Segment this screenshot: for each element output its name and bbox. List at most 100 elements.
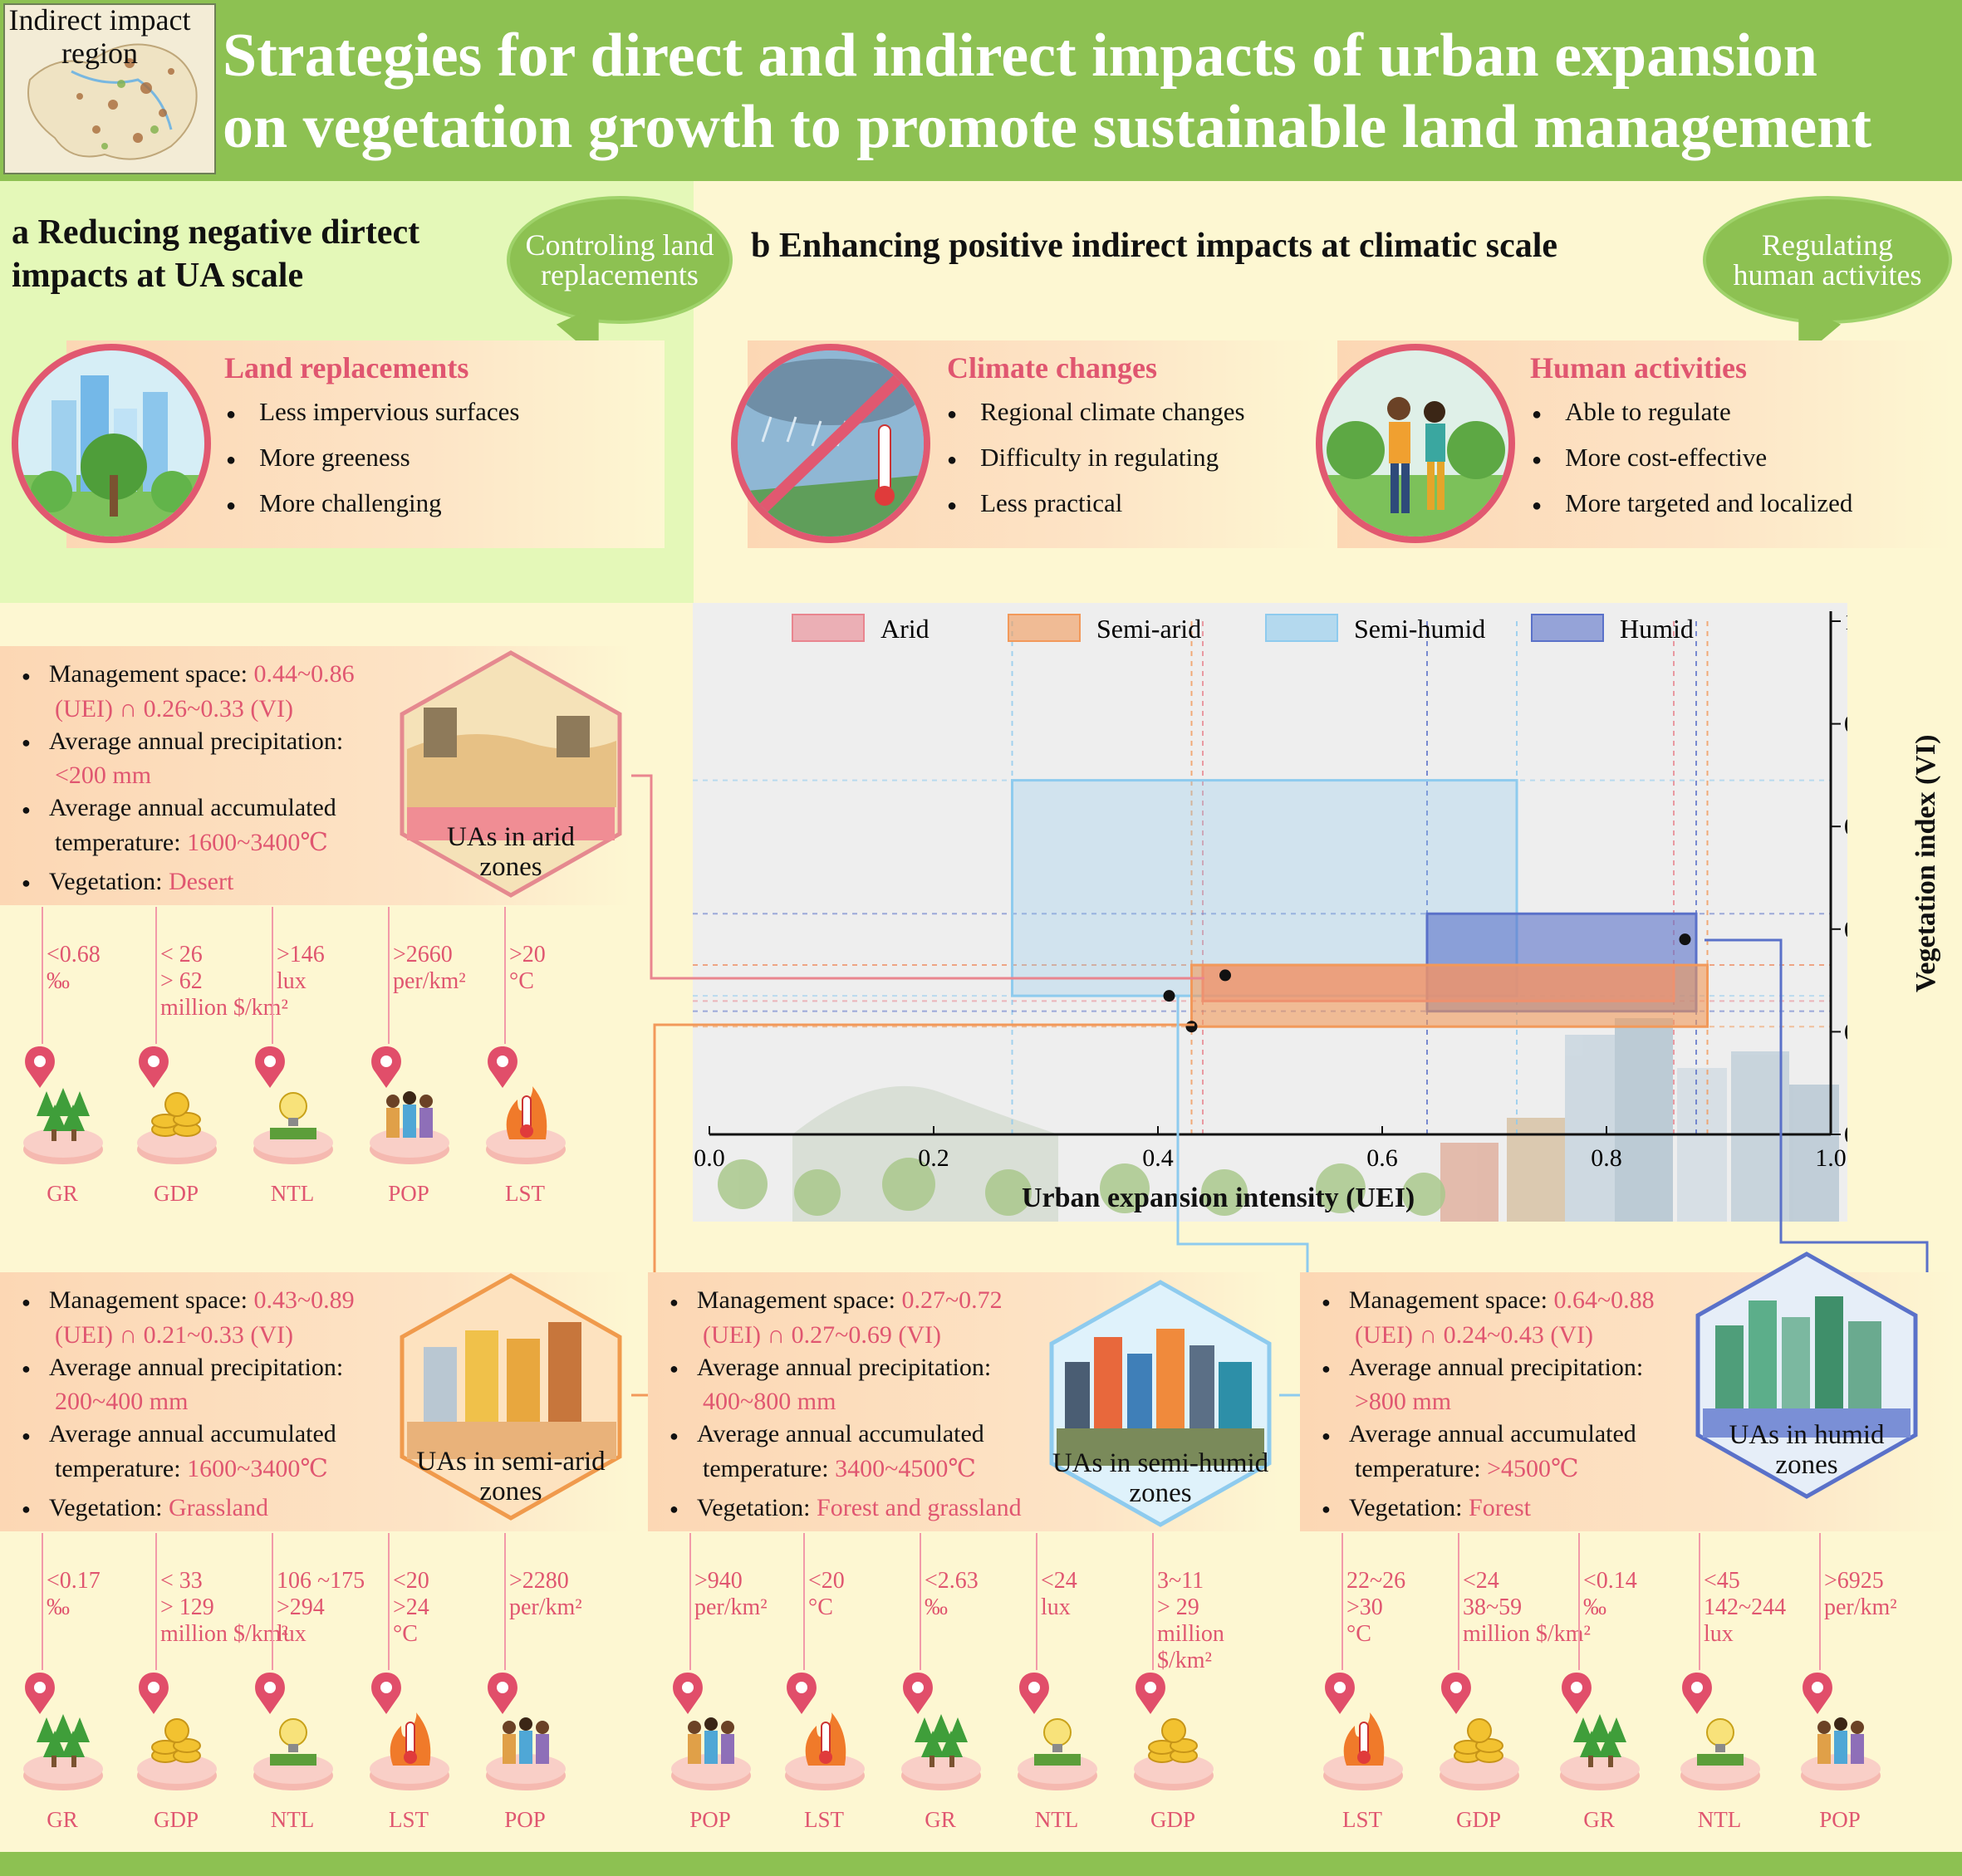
veg-label: Vegetation:	[48, 867, 169, 895]
indicator-name: LST	[803, 1807, 844, 1832]
bullet-item: Less impervious surfaces	[226, 390, 519, 436]
veg-value: Desert	[169, 867, 234, 895]
lst-pin-icon	[777, 1666, 868, 1799]
indicator-threshold: < 26 > 62 million $/km²	[160, 942, 288, 1021]
bullet-item: More targeted and localized	[1532, 482, 1852, 527]
ntl-pin-icon	[1009, 1666, 1101, 1799]
indicator-name: POP	[689, 1807, 731, 1832]
indicator-threshold: < 33 > 129 million $/km²	[160, 1568, 288, 1647]
indicator-name: GR	[47, 1807, 78, 1832]
temp-label2: temperature:	[55, 828, 188, 856]
indicator-name: LST	[1342, 1807, 1382, 1832]
indicator-name: GR	[47, 1181, 78, 1206]
mgmt-mid: (UEI) ∩	[55, 694, 144, 722]
legend-swatch	[1265, 614, 1338, 642]
indicator-name: NTL	[1034, 1807, 1079, 1832]
veg-value: Forest and grassland	[817, 1493, 1022, 1521]
legend-swatch	[792, 614, 865, 642]
temp-label: Average annual accumulated	[1348, 1420, 1636, 1448]
pop-pin-icon	[478, 1666, 569, 1799]
indicator-stem	[504, 1533, 506, 1670]
indicator-stem	[155, 907, 157, 1044]
pop-pin-icon	[1793, 1666, 1884, 1799]
gr-pin-icon	[15, 1040, 106, 1173]
veg-value: Grassland	[169, 1493, 268, 1521]
semi-arid-zone-label: UAs in semi-arid zones	[416, 1447, 606, 1506]
china-map-thumbnail	[3, 3, 216, 174]
gdp-pin-icon	[129, 1666, 220, 1799]
climate-changes-title: Climate changes	[947, 351, 1157, 385]
land-replacements-list: Less impervious surfaces More greeness M…	[226, 390, 519, 527]
indicator-stem	[689, 1533, 691, 1670]
semi-humid-zone-hexagon	[1048, 1279, 1273, 1528]
indicator-stem	[1458, 1533, 1459, 1670]
bullet-item: Less practical	[947, 482, 1245, 527]
indicator-threshold: 22~26 >30 °C	[1346, 1568, 1406, 1647]
indicator-stem	[1152, 1533, 1154, 1670]
veg-label: Vegetation:	[696, 1493, 817, 1521]
indicator-name: GDP	[1455, 1807, 1501, 1832]
x-axis-label: Urban expansion intensity (UEI)	[1022, 1183, 1415, 1213]
gr-pin-icon	[893, 1666, 984, 1799]
x-tick-label: 0.0	[694, 1144, 725, 1172]
indicator-name: GDP	[153, 1181, 199, 1206]
header-banner	[0, 0, 1962, 181]
land-replacements-title: Land replacements	[224, 351, 469, 385]
indicator-stem	[272, 907, 273, 1044]
range-rect-semi-arid	[1190, 963, 1709, 1028]
mgmt-label: Management space:	[696, 1286, 902, 1314]
mgmt-vi: 0.24~0.43 (VI)	[1443, 1320, 1594, 1349]
indicator-stem	[504, 907, 506, 1044]
indicator-threshold: 106 ~175 >294 lux	[277, 1568, 365, 1647]
legend-swatch	[1531, 614, 1604, 642]
humid-zone-label: UAs in humid zones	[1729, 1420, 1885, 1480]
temp-label: Average annual accumulated	[48, 794, 336, 822]
indicator-name: LST	[388, 1807, 429, 1832]
bullet-item: More greeness	[226, 436, 519, 482]
anchor-dot	[1679, 933, 1691, 946]
mgmt-mid: (UEI) ∩	[55, 1320, 144, 1349]
temp-label: Average annual accumulated	[48, 1420, 336, 1448]
indicator-name: GDP	[1150, 1807, 1195, 1832]
temp-value: 1600~3400℃	[187, 828, 328, 856]
indicator-threshold: <20 °C	[808, 1568, 845, 1620]
human-activities-list: Able to regulate More cost-effective Mor…	[1532, 390, 1852, 527]
x-tick-label: 1.0	[1815, 1144, 1847, 1172]
semi-humid-zone-label: UAs in semi-humid zones	[1052, 1448, 1269, 1508]
indicator-name: GR	[1583, 1807, 1615, 1832]
mgmt-vi: 0.26~0.33 (VI)	[143, 694, 294, 722]
indicator-threshold: <24 38~59 million $/km²	[1463, 1568, 1591, 1647]
indicator-stem	[388, 1533, 390, 1670]
precip-value: 200~400 mm	[55, 1388, 189, 1416]
temp-value: >4500℃	[1487, 1454, 1579, 1482]
human-activities-title: Human activities	[1530, 351, 1747, 385]
footer-bar	[0, 1852, 1962, 1876]
indicator-name: GDP	[153, 1807, 199, 1832]
indicator-threshold: <24 lux	[1041, 1568, 1077, 1620]
indicator-threshold: >20 °C	[509, 942, 546, 994]
legend-label: Humid	[1620, 614, 1694, 644]
mgmt-uei: 0.64~0.88	[1553, 1286, 1655, 1314]
mgmt-label: Management space:	[48, 660, 254, 688]
climate-changes-list: Regional climate changes Difficulty in r…	[947, 390, 1245, 527]
management-space-chart: 0.00.20.40.60.81.00.00.20.40.60.81.0Arid…	[693, 603, 1876, 1222]
indicator-name: LST	[504, 1181, 545, 1206]
ntl-pin-icon	[245, 1040, 336, 1173]
indicator-threshold: <2.63 ‰	[925, 1568, 979, 1620]
mgmt-uei: 0.27~0.72	[901, 1286, 1003, 1314]
indicator-stem	[42, 1533, 43, 1670]
bullet-item: Difficulty in regulating	[947, 436, 1245, 482]
arid-connector	[625, 774, 1204, 980]
indicator-threshold: <45 142~244 lux	[1704, 1568, 1787, 1647]
indicator-name: NTL	[270, 1181, 315, 1206]
indicator-name: NTL	[1697, 1807, 1742, 1832]
indicator-stem	[388, 907, 390, 1044]
veg-label: Vegetation:	[1348, 1493, 1469, 1521]
gdp-pin-icon	[1431, 1666, 1523, 1799]
indicator-threshold: >940 per/km²	[694, 1568, 768, 1620]
precip-value: >800 mm	[1355, 1388, 1452, 1416]
mgmt-mid: (UEI) ∩	[1355, 1320, 1444, 1349]
gr-pin-icon	[1552, 1666, 1643, 1799]
indicator-threshold: >2660 per/km²	[393, 942, 466, 994]
precip-label: Average annual precipitation:	[48, 727, 344, 755]
